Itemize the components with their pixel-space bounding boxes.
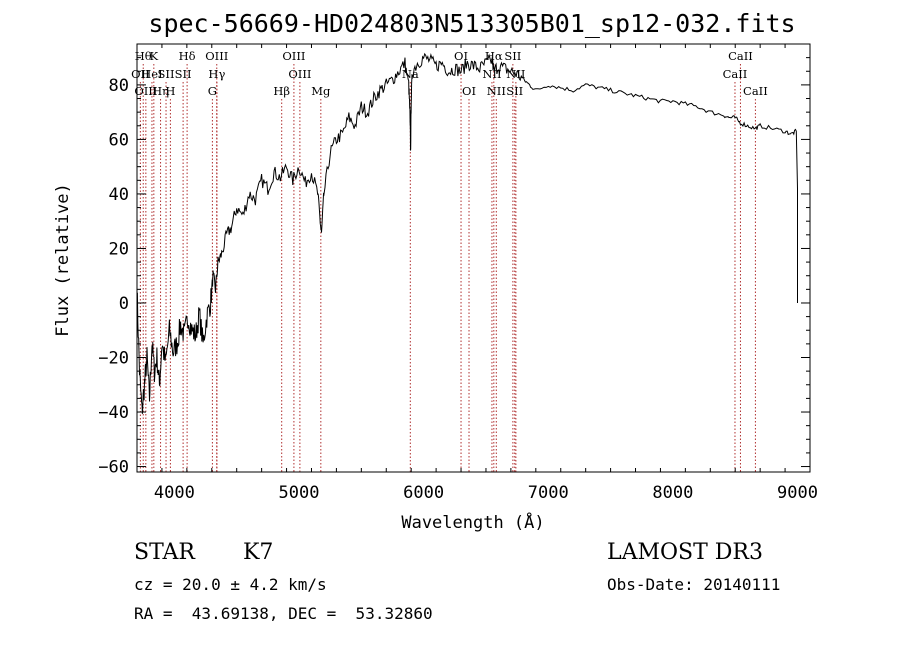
line-label-oiii: OIII xyxy=(282,49,305,63)
y-tick-label: −20 xyxy=(98,349,129,369)
survey-name: LAMOST DR3 xyxy=(607,540,763,565)
line-label-oii: OII xyxy=(131,67,150,81)
line-label-hη: Hη xyxy=(152,84,169,98)
plot-frame xyxy=(136,43,811,473)
line-label-sii: SII xyxy=(504,49,521,63)
y-axis-ticks: −60 −40 −20 0 20 40 60 80 xyxy=(98,43,810,478)
line-label-oiii: OIII xyxy=(134,84,157,98)
line-label-nii: NII xyxy=(482,67,501,81)
object-class: STAR xyxy=(134,540,195,565)
line-label-caii: CaII xyxy=(723,67,748,81)
x-tick-label: 5000 xyxy=(279,483,320,503)
y-tick-label: 60 xyxy=(109,130,129,150)
line-label-mg: Mg xyxy=(311,84,331,98)
line-label-oiii: OIII xyxy=(205,49,228,63)
spectral-line-markers xyxy=(139,64,756,472)
line-label-hθ: Hθ xyxy=(135,49,152,63)
line-label-g: G xyxy=(208,84,217,98)
line-label-sii: SII xyxy=(506,84,523,98)
line-label-oi: OI xyxy=(462,84,476,98)
line-label-hα: Hα xyxy=(485,49,503,63)
spectrum-line xyxy=(136,52,798,414)
line-label-hβ: Hβ xyxy=(273,84,290,98)
y-tick-label: −40 xyxy=(98,403,129,423)
line-label-nii: NII xyxy=(487,84,506,98)
y-tick-label: −60 xyxy=(98,458,129,478)
x-tick-label: 8000 xyxy=(652,483,693,503)
line-label-sii: SII xyxy=(175,67,192,81)
line-label-caii: CaII xyxy=(743,84,768,98)
y-tick-label: 20 xyxy=(109,239,129,259)
y-axis-title: Flux (relative) xyxy=(53,183,73,337)
line-label-k: K xyxy=(150,49,159,63)
x-tick-label: 7000 xyxy=(528,483,569,503)
coordinates-readout: RA = 43.69138, DEC = 53.32860 xyxy=(134,604,433,623)
x-tick-label: 4000 xyxy=(154,483,195,503)
y-tick-label: 0 xyxy=(119,294,129,314)
x-axis-title: Wavelength (Å) xyxy=(401,511,544,533)
line-label-nii: NII xyxy=(506,67,525,81)
x-tick-label: 9000 xyxy=(777,483,818,503)
x-tick-label: 6000 xyxy=(403,483,444,503)
chart-title: spec-56669-HD024803N513305B01_sp12-032.f… xyxy=(148,9,795,38)
line-label-hγ: Hγ xyxy=(208,67,225,81)
x-axis-ticks: 4000 5000 6000 7000 8000 9000 xyxy=(136,44,818,503)
line-label-hδ: Hδ xyxy=(179,49,196,63)
y-tick-label: 80 xyxy=(109,76,129,96)
line-label-h: H xyxy=(165,84,175,98)
line-label-hei: HeI xyxy=(141,67,162,81)
line-label-oi: OI xyxy=(454,49,468,63)
line-label-oiii: OIII xyxy=(288,67,311,81)
object-subclass: K7 xyxy=(243,540,274,565)
observation-date: Obs-Date: 20140111 xyxy=(607,575,781,594)
line-label-caii: CaII xyxy=(728,49,753,63)
redshift-readout: cz = 20.0 ± 4.2 km/s xyxy=(134,575,327,594)
line-label-sii: SII xyxy=(158,67,175,81)
y-tick-label: 40 xyxy=(109,185,129,205)
